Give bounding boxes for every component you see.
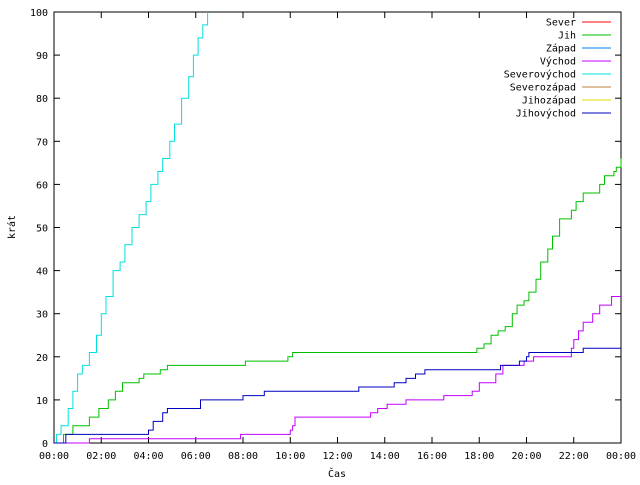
x-tick-label: 18:00 [464,451,494,462]
legend-label: Severovýchod [504,69,576,81]
legend-label: Jih [558,31,576,42]
y-tick-label: 100 [30,8,48,19]
x-tick-label: 22:00 [559,451,589,462]
x-axis-label: Čas [328,467,346,480]
x-tick-label: 10:00 [275,451,305,462]
y-tick-label: 0 [42,439,48,450]
y-tick-label: 20 [36,353,48,364]
legend-label: Jihozápad [522,95,576,107]
x-tick-label: 04:00 [133,451,163,462]
x-tick-label: 12:00 [322,451,352,462]
x-tick-label: 14:00 [370,451,400,462]
y-tick-label: 60 [36,180,48,191]
x-tick-label: 08:00 [228,451,258,462]
series-line-Jih [54,158,622,444]
y-tick-label: 40 [36,267,48,278]
x-tick-label: 20:00 [511,451,541,462]
x-tick-label: 02:00 [86,451,116,462]
legend-label: Severozápad [510,82,576,94]
x-tick-label: 06:00 [181,451,211,462]
legend-label: Západ [546,43,576,55]
x-tick-label: 00:00 [606,451,636,462]
legend-label: Východ [540,56,576,68]
y-tick-label: 10 [36,396,48,407]
y-tick-label: 90 [36,51,48,62]
legend-label: Sever [546,18,576,29]
y-tick-label: 80 [36,94,48,105]
series-line-Jihovýchod [54,347,621,444]
legend-label: Jihovýchod [516,108,576,120]
y-tick-label: 50 [36,224,48,235]
y-axis-label: krát [6,215,18,239]
series-line-Severovýchod [54,12,209,444]
plot-area [53,11,622,444]
x-tick-label: 16:00 [417,451,447,462]
x-tick-label: 00:00 [39,451,69,462]
y-tick-label: 70 [36,137,48,148]
series-line-Východ [54,296,621,444]
y-tick-label: 30 [36,310,48,321]
